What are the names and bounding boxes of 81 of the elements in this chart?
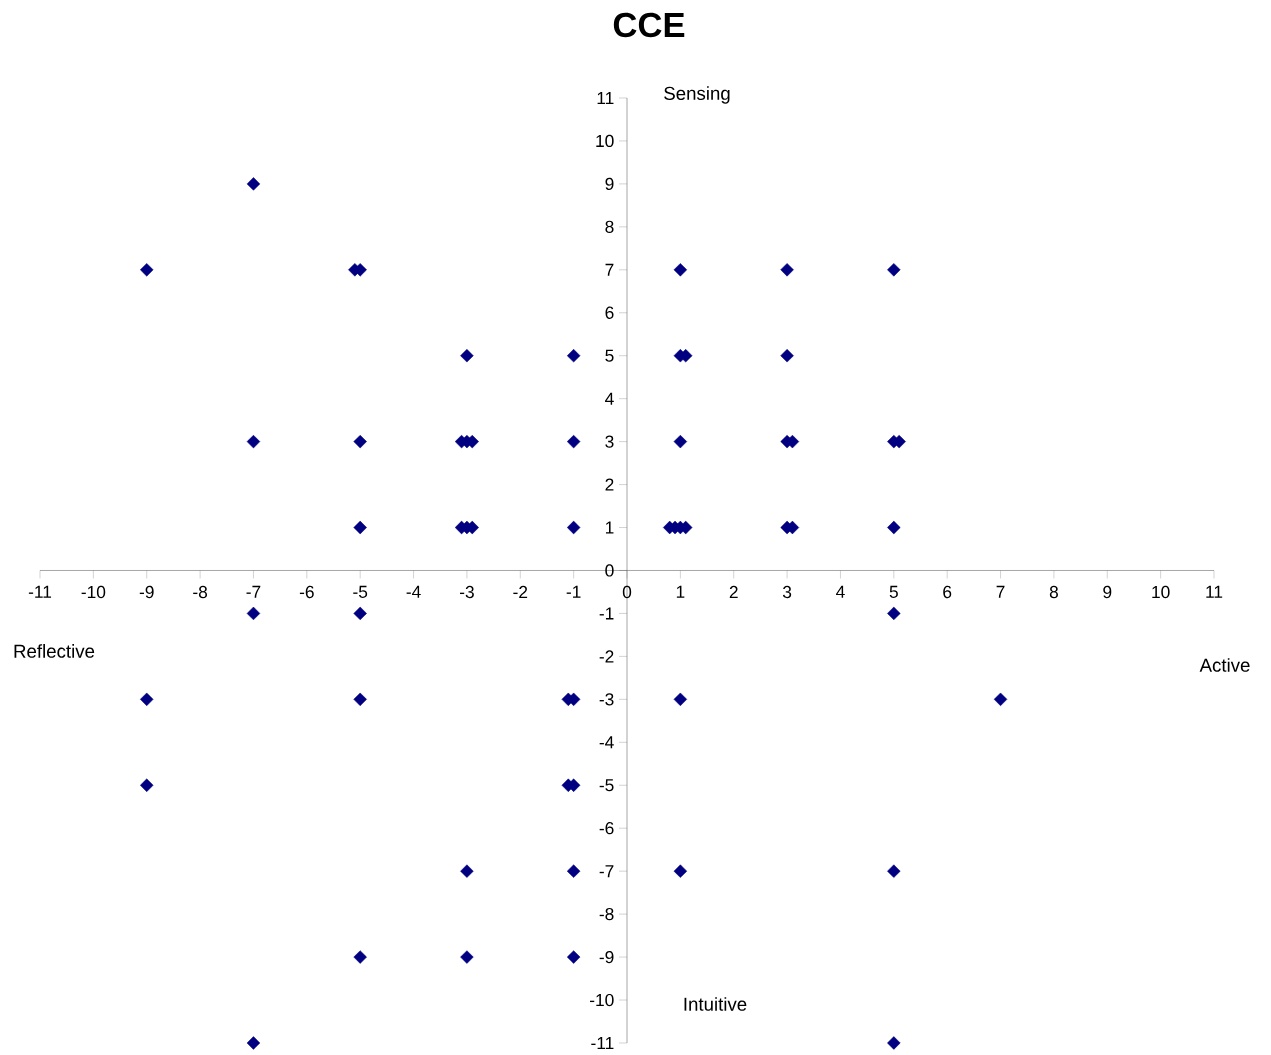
y-tick-label: 9 (605, 177, 614, 191)
x-tick-label: 0 (622, 585, 632, 599)
y-tick-label: 8 (605, 220, 614, 233)
point (566, 520, 581, 535)
point (140, 778, 154, 792)
x-tick-label: -6 (299, 585, 314, 599)
x-tick-label: 10 (1152, 585, 1170, 599)
annotation: Active (1199, 658, 1250, 672)
x-tick-label: 11 (1206, 585, 1223, 598)
point (673, 263, 688, 277)
annotation: Reflective (14, 644, 95, 658)
y-tick-label: -9 (599, 950, 614, 964)
point (353, 692, 367, 707)
point (140, 692, 154, 707)
y-tick-label: -1 (599, 607, 614, 620)
x-tick-label: -8 (193, 585, 208, 599)
y-tick-label: -3 (599, 693, 614, 706)
x-tick-label: -10 (81, 585, 106, 599)
y-tick-label: -10 (590, 993, 614, 1007)
point (460, 864, 474, 878)
y-tick-label: -2 (599, 650, 614, 663)
point (246, 177, 261, 191)
point (140, 263, 154, 277)
x-tick-label: -5 (353, 585, 368, 598)
y-tick-label: 4 (605, 392, 614, 405)
point (460, 349, 474, 363)
x-tick-label: -7 (246, 585, 261, 598)
y-tick-label: -11 (591, 1037, 614, 1049)
y-tick-label: 7 (605, 263, 614, 276)
y-tick-label: 2 (605, 478, 614, 491)
x-tick-label: -11 (28, 585, 52, 598)
y-tick-label: -7 (599, 865, 614, 878)
point (353, 520, 367, 535)
point (353, 950, 367, 964)
point (887, 864, 901, 878)
point (673, 434, 688, 449)
x-tick-label: 5 (889, 585, 898, 598)
x-tick-label: -2 (513, 585, 528, 598)
chart-title: CCE (613, 12, 685, 38)
point (673, 864, 688, 878)
point (460, 950, 474, 964)
annotation: Intuitive (684, 997, 747, 1011)
y-tick-label: 11 (597, 92, 614, 104)
point (353, 434, 367, 449)
x-tick-label: 7 (996, 585, 1005, 598)
y-tick-label: -8 (599, 907, 614, 921)
point (887, 263, 901, 277)
y-tick-label: 1 (605, 521, 614, 534)
point (993, 692, 1008, 707)
point (566, 950, 581, 964)
x-tick-label: -3 (459, 585, 474, 599)
x-tick-label: -4 (406, 585, 421, 598)
point (566, 434, 581, 449)
point (887, 606, 901, 621)
y-tick-label: 6 (605, 306, 614, 319)
y-tick-label: 5 (605, 349, 614, 362)
y-tick-label: 3 (605, 435, 614, 448)
x-tick-label: 1 (676, 585, 685, 598)
point (673, 692, 688, 707)
annotation: Sensing (664, 86, 730, 104)
x-tick-label: 4 (836, 585, 845, 598)
x-tick-label: 2 (729, 585, 738, 598)
x-tick-label: -9 (139, 585, 154, 599)
point (887, 520, 901, 535)
point (353, 606, 367, 621)
x-tick-label: -1 (566, 585, 581, 598)
y-tick-label: -4 (599, 736, 614, 749)
point (246, 606, 261, 621)
point (566, 349, 581, 363)
point (780, 263, 794, 277)
y-tick-label: 0 (605, 564, 614, 577)
x-tick-label: 6 (943, 585, 952, 599)
y-tick-label: -6 (599, 822, 614, 835)
point (780, 349, 794, 363)
x-tick-label: 3 (782, 585, 792, 599)
point (566, 864, 581, 878)
y-tick-label: -5 (599, 779, 614, 792)
point (246, 434, 261, 449)
y-tick-label: 10 (596, 134, 614, 148)
x-tick-label: 9 (1103, 585, 1112, 599)
x-tick-label: 8 (1049, 585, 1058, 599)
